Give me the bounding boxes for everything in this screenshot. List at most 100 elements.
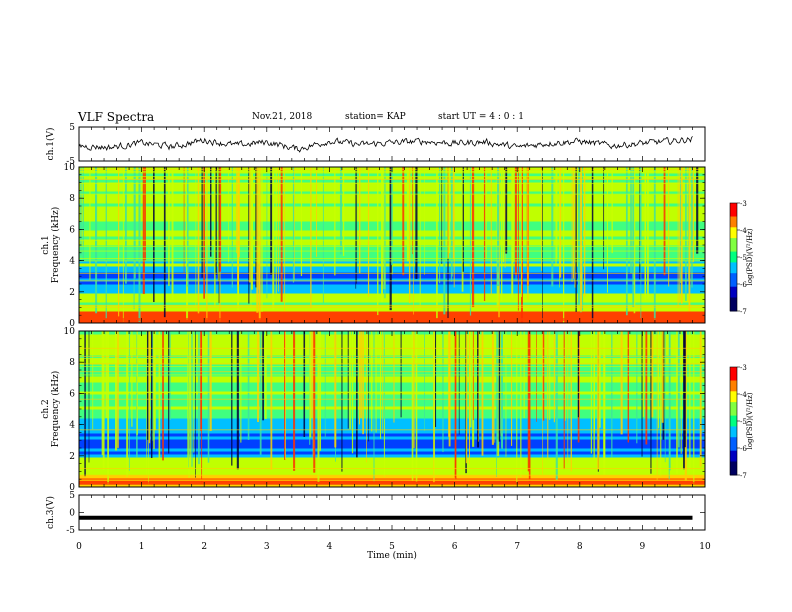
colorbar-cell (730, 270, 737, 274)
colorbar-cell (730, 466, 737, 471)
start-time-label: start UT = 4 : 0 : 1 (438, 112, 524, 122)
spike (122, 167, 124, 322)
x-tick-label: 8 (577, 542, 583, 552)
tone-line (79, 172, 705, 174)
tone-line (79, 272, 705, 274)
spike (272, 167, 275, 310)
spike (391, 167, 393, 266)
spike (206, 167, 208, 320)
spike (258, 167, 260, 265)
spike (677, 331, 680, 448)
spike (627, 331, 630, 443)
spike (641, 331, 643, 457)
colorbar-cell (730, 418, 737, 422)
spike (448, 331, 451, 437)
colorbar-tick-label: -7 (740, 308, 747, 316)
freq-band (79, 281, 705, 285)
spike (494, 331, 496, 443)
spike (342, 167, 345, 256)
freq-band (79, 439, 705, 443)
spike (453, 167, 455, 288)
spike (247, 331, 250, 440)
colorbar-label: log(PSD)(V²/Hz) (746, 392, 754, 449)
spike (441, 167, 443, 264)
spike (158, 331, 161, 460)
spike (542, 331, 544, 475)
spike (680, 167, 683, 304)
y-tick-label: 6 (69, 225, 75, 235)
colorbar-cell (730, 208, 737, 212)
tone-line (79, 306, 705, 308)
freq-band (79, 361, 705, 365)
tone-line (79, 374, 705, 376)
colorbar-cell (730, 380, 737, 384)
spike (151, 331, 154, 441)
spike (322, 167, 324, 303)
spike (146, 331, 149, 440)
tone-line (79, 474, 705, 476)
spike (284, 167, 286, 311)
spike (485, 167, 487, 259)
colorbar-cell (730, 394, 737, 398)
spike (517, 167, 519, 311)
spike (606, 167, 608, 293)
spike (469, 331, 472, 428)
spike (256, 167, 259, 313)
spike (248, 167, 250, 304)
spike (542, 331, 545, 421)
spike (452, 167, 454, 277)
spike (146, 331, 148, 476)
spike (433, 331, 435, 478)
freq-band (79, 284, 705, 288)
spike (368, 331, 370, 442)
x-tick-label: 10 (699, 542, 711, 552)
colorbar-cell (730, 221, 737, 226)
spike (377, 167, 379, 316)
freq-band (79, 376, 705, 380)
spike (80, 167, 82, 256)
spike (691, 167, 693, 288)
spike (311, 331, 313, 418)
spike (650, 331, 652, 474)
colorbar-cell (730, 377, 737, 381)
tone-line (79, 176, 705, 177)
spike (645, 331, 648, 445)
colorbar-cell (730, 292, 737, 296)
spike (292, 167, 295, 283)
tone-line (79, 193, 705, 195)
freq-band (79, 469, 705, 473)
spike (358, 331, 360, 425)
spike (134, 167, 136, 279)
colorbar-cell (730, 375, 737, 379)
spike (419, 167, 421, 309)
spike (555, 167, 557, 264)
spike (201, 331, 203, 484)
spike (520, 167, 522, 297)
x-tick-label: 9 (640, 542, 646, 552)
spike (424, 167, 425, 275)
tone-line (79, 178, 705, 180)
spike (144, 167, 146, 261)
colorbar-cell (730, 289, 737, 293)
tone-line (79, 250, 705, 252)
colorbar-cell (730, 308, 737, 312)
spike (400, 331, 402, 418)
spike (424, 331, 425, 431)
freq-band (79, 466, 705, 470)
colorbar-cell (730, 461, 737, 465)
spike (215, 167, 217, 275)
freq-band (79, 358, 705, 362)
spike (477, 331, 479, 448)
colorbar-cell (730, 399, 737, 403)
spike (465, 331, 468, 464)
colorbar-cell (730, 251, 737, 255)
spike (644, 167, 646, 300)
x-tick-label: 0 (76, 542, 82, 552)
colorbar-cell (730, 464, 737, 468)
tone-line (79, 480, 705, 481)
spike (384, 167, 386, 299)
spike (685, 167, 687, 301)
spike (309, 331, 312, 438)
spike (447, 167, 450, 259)
spike (95, 167, 97, 271)
